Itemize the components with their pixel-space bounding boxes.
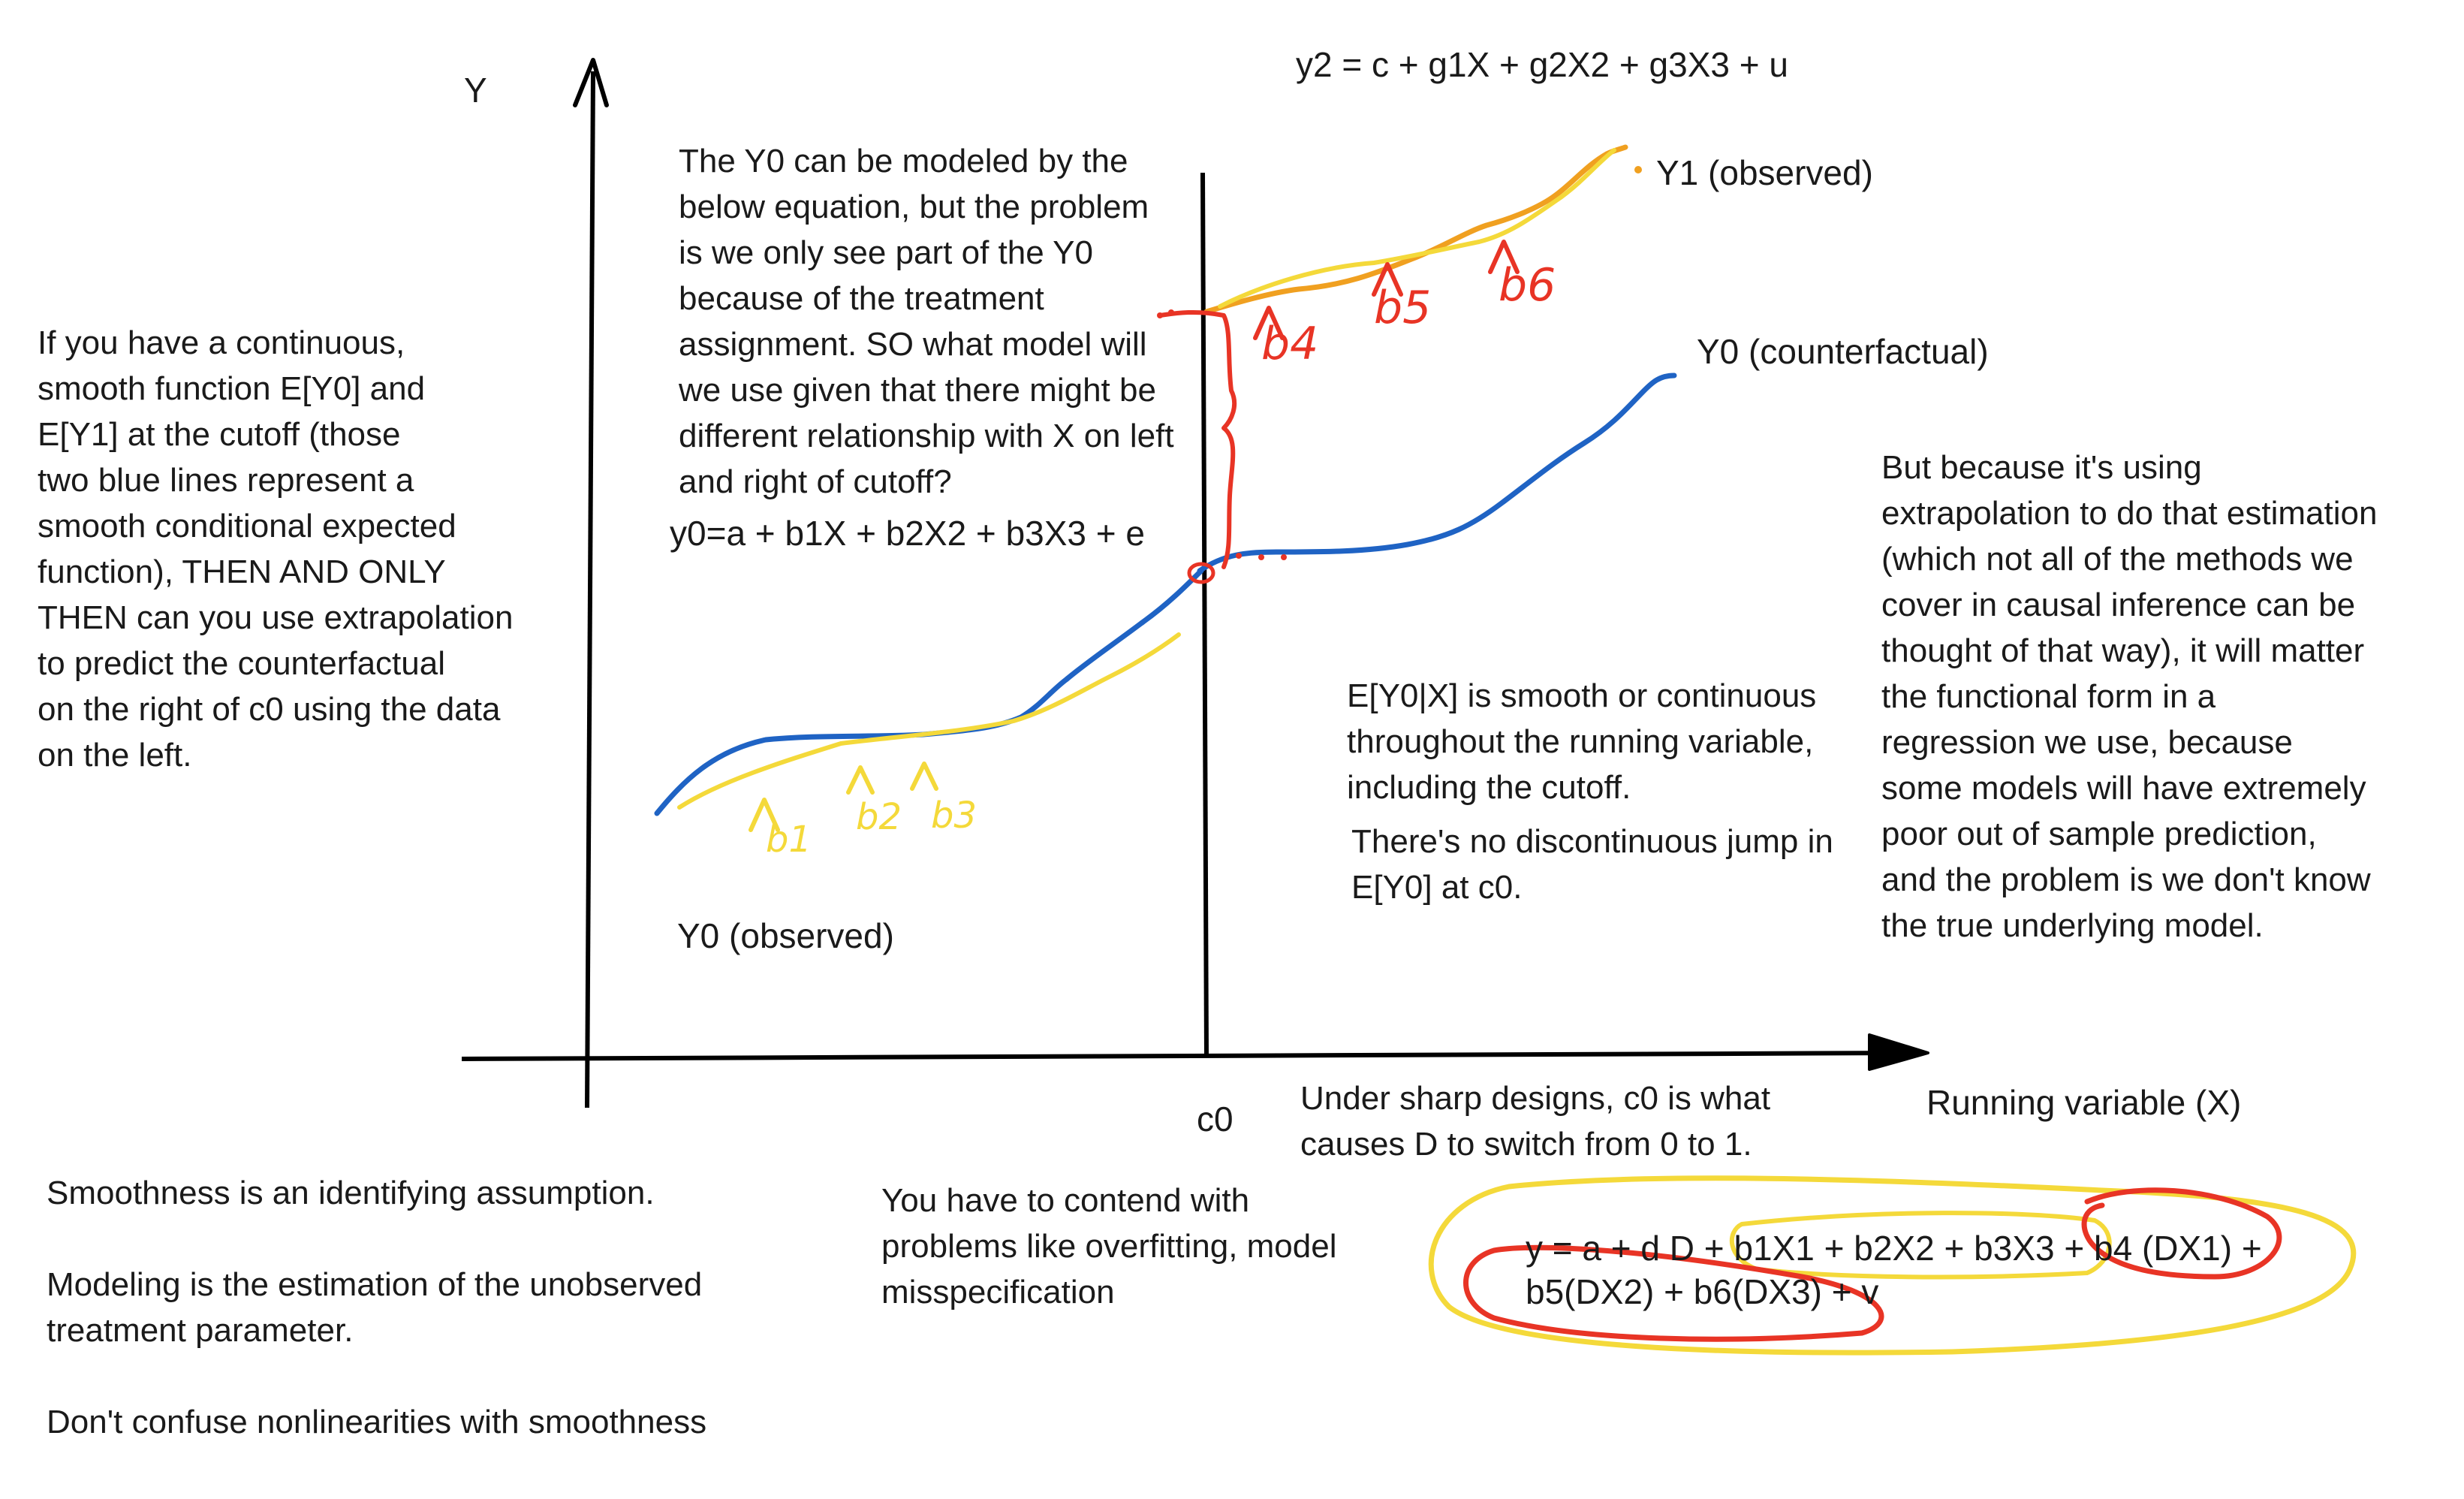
cutoff-circle (1187, 562, 1215, 584)
note-smoothness: E[Y0|X] is smooth or continuous througho… (1347, 677, 1817, 806)
b4-handwriting: b4 (1261, 318, 1319, 370)
b3-handwriting: b3 (931, 795, 977, 837)
note-bottom-left: Smoothness is an identifying assumption.… (47, 1175, 707, 1440)
red-dot (1236, 553, 1242, 559)
note-overfitting: You have to contend with problems like o… (881, 1182, 1337, 1310)
jump-bracket (1158, 309, 1237, 569)
b6-handwriting: b6 (1499, 259, 1556, 312)
b3-arrow (910, 762, 938, 791)
y-axis-label: Y (464, 71, 487, 110)
x-axis-arrowhead (1868, 1033, 1929, 1071)
note-sharp-design: Under sharp designs, c0 is what causes D… (1300, 1080, 1771, 1163)
red-interaction-loop-2 (1463, 1244, 1884, 1342)
y-axis-line (585, 71, 595, 1108)
y0-counterfactual-curve (1197, 372, 1677, 574)
b2-handwriting: b2 (856, 796, 902, 838)
y0-counterfactual-label: Y0 (counterfactual) (1697, 332, 1989, 371)
y0-equation: y0=a + b1X + b2X2 + b3X3 + e (670, 514, 1146, 553)
pooled-equation-line-2: b5(DX2) + b6(DX3) + v (1526, 1272, 1879, 1311)
x-axis-label: Running variable (X) (1926, 1083, 2242, 1122)
cutoff-line (1200, 172, 1209, 1058)
b2-arrow (846, 765, 875, 795)
axes (461, 58, 1929, 1108)
b4-arrow (1253, 306, 1285, 340)
y0-fit-curve (677, 632, 1181, 810)
y2-equation: y2 = c + g1X + g2X2 + g3X3 + u (1296, 45, 1788, 84)
y1-observed-curve (1203, 144, 1628, 315)
y-axis-arrowhead (573, 58, 609, 107)
red-dot (1157, 312, 1163, 318)
y1-fit-curve (1218, 148, 1616, 309)
yellow-equation-loop (1428, 1175, 2357, 1356)
x-axis-line (461, 1051, 1911, 1061)
red-interaction-loop (2081, 1187, 2282, 1280)
red-dot (1168, 309, 1174, 315)
pooled-equation-line-1: y = a + d D + b1X1 + b2X2 + b3X3 + b4 (D… (1526, 1229, 2262, 1268)
b1-arrow (749, 798, 780, 832)
note-right-functional-form: But because it's using extrapolation to … (1881, 449, 2378, 944)
y0-observed-label: Y0 (observed) (677, 916, 894, 955)
red-dots (1157, 309, 1287, 560)
y1-observed-label: Y1 (observed) (1656, 153, 1873, 192)
b1-handwriting: b1 (766, 819, 812, 861)
red-dot (1258, 554, 1264, 560)
yellow-coefficient-arrows (749, 762, 938, 832)
red-dot (1281, 554, 1287, 560)
b5-arrow (1372, 262, 1403, 297)
cutoff-label: c0 (1197, 1099, 1234, 1139)
note-top-center-model: The Y0 can be modeled by the below equat… (679, 143, 1174, 500)
red-coefficient-arrows (1253, 240, 1520, 340)
note-left-extrapolation: If you have a continuous, smooth functio… (38, 324, 514, 774)
note-no-jump: There's no discontinuous jump in E[Y0] a… (1351, 823, 1833, 906)
b5-handwriting: b5 (1374, 282, 1432, 334)
y1-end-dot (1634, 166, 1642, 173)
b6-arrow (1488, 240, 1520, 274)
